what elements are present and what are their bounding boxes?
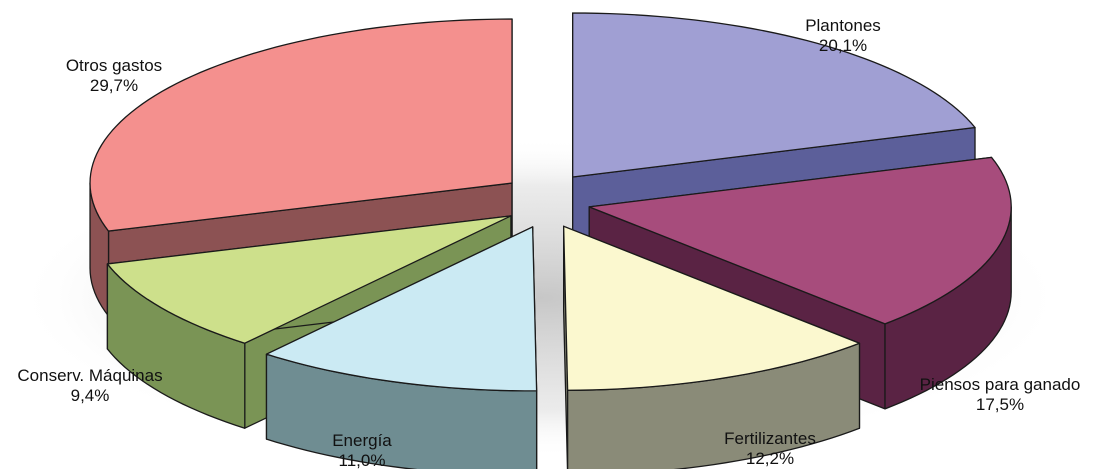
- value-label-conserv-maquinas: 9,4%: [71, 386, 110, 405]
- slice-top-face: [563, 225, 861, 391]
- pie-slices: [89, 12, 1012, 469]
- label-energia: Energía: [332, 431, 392, 450]
- value-label-piensos-para-ganado: 17,5%: [976, 395, 1024, 414]
- value-label-energia: 11,0%: [339, 451, 386, 469]
- label-plantones: Plantones: [805, 16, 881, 35]
- slice-top-face: [265, 226, 538, 392]
- slice-top-face: [572, 12, 976, 178]
- value-label-otros-gastos: 29,7%: [90, 76, 138, 95]
- pie-slice-fertilizantes: [563, 225, 861, 469]
- label-conserv-maquinas: Conserv. Máquinas: [17, 366, 162, 385]
- slice-top-face: [588, 156, 1012, 325]
- label-fertilizantes: Fertilizantes: [724, 429, 816, 448]
- label-piensos-para-ganado: Piensos para ganado: [920, 375, 1081, 394]
- slice-top-face: [106, 215, 512, 344]
- pie-slice-energia: [265, 226, 538, 469]
- slice-top-face: [89, 18, 513, 232]
- value-label-fertilizantes: 12,2%: [746, 449, 794, 468]
- label-otros-gastos: Otros gastos: [66, 56, 162, 75]
- value-label-plantones: 20,1%: [819, 36, 867, 55]
